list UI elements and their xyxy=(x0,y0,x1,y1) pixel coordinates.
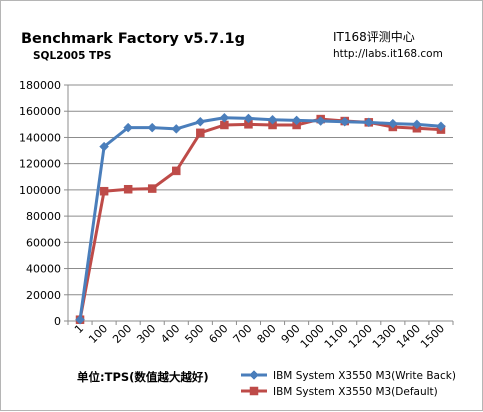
y-tick-label: 160000 xyxy=(19,105,61,118)
data-point xyxy=(412,119,422,130)
data-point xyxy=(267,114,278,125)
data-point xyxy=(75,314,85,325)
series-line xyxy=(78,117,442,320)
legend-marker xyxy=(249,386,259,396)
y-tick-label: 80000 xyxy=(26,210,61,223)
site-name: IT168评测中心 xyxy=(333,29,415,44)
data-point xyxy=(196,128,205,138)
series-lines xyxy=(75,112,446,325)
data-point xyxy=(99,141,109,152)
x-tick-label: 1200 xyxy=(346,322,375,351)
x-tick-label: 800 xyxy=(255,322,279,346)
series-line xyxy=(78,116,442,320)
legend-item: IBM System X3550 M3(Default) xyxy=(241,386,438,398)
data-point xyxy=(147,122,158,133)
data-point xyxy=(171,124,182,134)
legend-item: IBM System X3550 M3(Write Back) xyxy=(241,370,456,382)
x-axis-label: 单位:TPS(数值越大越好) xyxy=(77,370,209,384)
y-tick-label: 120000 xyxy=(19,158,61,171)
data-point xyxy=(99,186,109,196)
legend-label: IBM System X3550 M3(Default) xyxy=(273,386,438,398)
data-point xyxy=(291,115,302,126)
data-point xyxy=(243,113,254,124)
series-write-back xyxy=(75,112,446,325)
data-point xyxy=(147,184,157,193)
data-point xyxy=(436,121,446,132)
x-tick-label: 100 xyxy=(86,322,110,346)
y-tick-label: 60000 xyxy=(26,236,61,249)
legend: IBM System X3550 M3(Write Back) IBM Syste… xyxy=(241,370,456,398)
x-tick-label: 300 xyxy=(134,322,158,346)
x-tick-label: 1 xyxy=(72,322,86,336)
x-tick-label: 1000 xyxy=(298,322,327,351)
y-tick-label: 180000 xyxy=(19,79,61,92)
x-tick-label: 1500 xyxy=(418,322,447,351)
data-point xyxy=(387,118,398,129)
y-tick-label: 140000 xyxy=(19,131,61,144)
legend-marker xyxy=(249,370,259,380)
y-tick-label: 0 xyxy=(54,315,61,328)
data-point xyxy=(123,184,133,194)
data-point xyxy=(195,116,206,127)
x-tick-label: 600 xyxy=(206,322,230,346)
x-tick-label: 1100 xyxy=(322,322,351,351)
x-tick-label: 700 xyxy=(231,322,255,346)
data-point xyxy=(363,117,374,128)
data-point xyxy=(172,166,181,176)
x-tick-label: 200 xyxy=(110,322,134,346)
y-tick-label: 20000 xyxy=(26,289,61,302)
site-url: http://labs.it168.com xyxy=(333,48,443,60)
legend-label: IBM System X3550 M3(Write Back) xyxy=(273,370,456,382)
data-point xyxy=(219,112,230,123)
x-tick-label: 1400 xyxy=(394,322,423,351)
y-tick-label: 100000 xyxy=(19,184,61,197)
x-tick-label: 500 xyxy=(182,322,206,346)
x-tick-label: 1300 xyxy=(370,322,399,351)
y-tick-label: 40000 xyxy=(26,263,61,276)
chart-subtitle: SQL2005 TPS xyxy=(33,50,111,62)
data-point xyxy=(315,116,326,126)
chart-title: Benchmark Factory v5.7.1g xyxy=(21,31,245,47)
series-default xyxy=(75,114,446,324)
data-point xyxy=(339,116,350,127)
data-point xyxy=(123,122,134,133)
axes xyxy=(64,84,454,325)
x-tick-label: 400 xyxy=(158,322,182,346)
